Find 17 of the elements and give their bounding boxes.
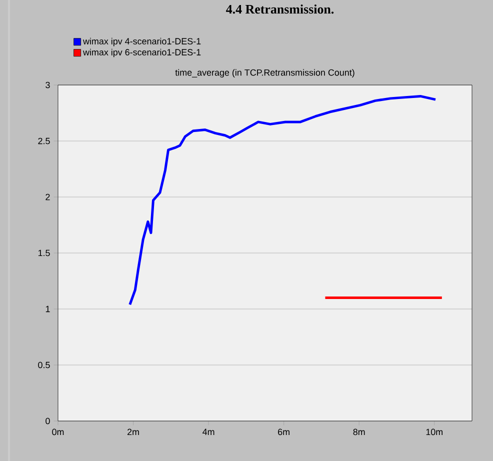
y-tick-label: 0.5 — [38, 362, 50, 368]
y-tick-label: 1.5 — [38, 250, 50, 256]
x-tick-label: 6m — [278, 428, 290, 436]
legend-label: wimax ipv 4-scenario1-DES-1 — [82, 38, 201, 46]
x-tick-label: 8m — [353, 428, 365, 436]
x-tick-label: 4m — [202, 428, 214, 435]
y-tick-label: 3 — [46, 82, 50, 88]
y-tick-label: 2 — [46, 194, 50, 200]
chart-title: time_average (in TCP.Retransmission Count) — [175, 69, 354, 78]
x-tick-label: 0m — [52, 428, 64, 436]
y-tick-label: 1 — [46, 306, 50, 312]
x-tick-label: 10m — [426, 428, 442, 436]
legend-label: wimax ipv 6-scenario1-DES-1 — [82, 48, 201, 58]
text: 4.4 Retransmission. — [226, 4, 334, 14]
y-tick-label: 0 — [46, 418, 50, 424]
x-tick-label: 2m — [128, 428, 139, 436]
y-tick-label: 2.5 — [38, 138, 50, 144]
